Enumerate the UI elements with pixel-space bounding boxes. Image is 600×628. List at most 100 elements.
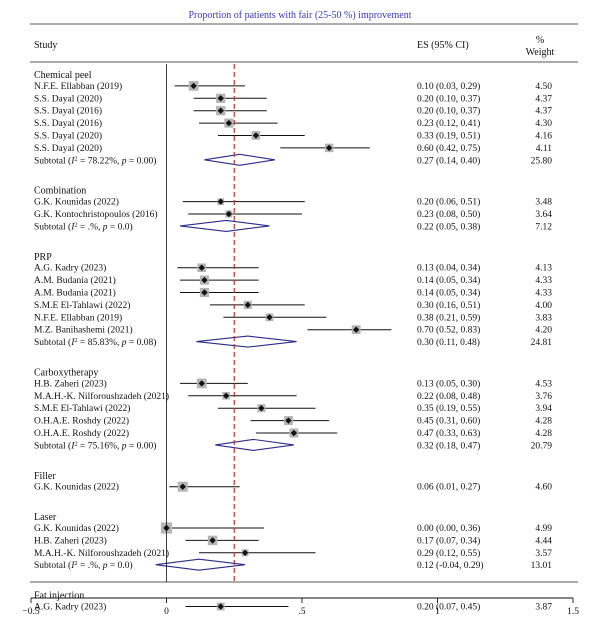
weight-text: 4.00 xyxy=(535,301,552,311)
study-label: G.K. Kounidas (2022) xyxy=(34,482,119,493)
point-estimate-marker xyxy=(217,198,224,205)
x-tick-label: −0.5 xyxy=(22,607,39,617)
study-label: A.M. Budania (2021) xyxy=(34,288,116,299)
weight-text: 3.76 xyxy=(535,392,552,402)
weight-text: 4.37 xyxy=(535,107,552,117)
weight-text: 4.30 xyxy=(535,119,552,129)
header-es: ES (95% CI) xyxy=(417,40,469,51)
subtotal-effect-text: 0.27 (0.14, 0.40) xyxy=(417,155,480,166)
effect-size-text: 0.17 (0.07, 0.34) xyxy=(417,535,480,546)
study-label: S.S. Dayal (2020) xyxy=(34,143,102,154)
effect-size-text: 0.35 (0.19, 0.55) xyxy=(417,403,480,414)
point-estimate-marker xyxy=(217,95,224,102)
effect-size-text: 0.70 (0.52, 0.83) xyxy=(417,325,480,336)
header-weight-pct: % xyxy=(536,35,544,46)
point-estimate-marker xyxy=(225,210,233,218)
point-estimate-marker xyxy=(325,144,333,152)
point-estimate-marker xyxy=(353,326,360,333)
effect-size-text: 0.29 (0.12, 0.55) xyxy=(417,548,480,559)
header-weight: Weight xyxy=(526,47,555,58)
x-axis: −0.5 0 .5 1 1.5 xyxy=(22,597,579,617)
effect-size-text: 0.23 (0.08, 0.50) xyxy=(417,209,480,220)
subgroup-label: Laser xyxy=(34,512,57,523)
x-tick-label: 1 xyxy=(435,607,440,617)
subgroup-label: Fat injection xyxy=(34,591,84,602)
subtotal-weight-text: 13.01 xyxy=(531,561,553,571)
effect-size-text: 0.14 (0.05, 0.34) xyxy=(417,288,480,299)
point-estimate-marker xyxy=(201,276,208,284)
weight-text: 3.83 xyxy=(535,313,552,323)
point-estimate-marker xyxy=(244,301,251,309)
subtotal-label: Subtotal (I2 = 78.22%, p = 0.00) xyxy=(34,155,156,167)
subtotal-effect-text: 0.32 (0.18, 0.47) xyxy=(417,440,480,451)
effect-size-text: 0.23 (0.12, 0.41) xyxy=(417,118,480,129)
point-estimate-marker xyxy=(222,392,230,399)
point-estimate-marker xyxy=(217,603,224,610)
effect-size-text: 0.00 (0.00, 0.36) xyxy=(417,523,480,534)
subtotal-label: Subtotal (I2 = .%, p = 0.0) xyxy=(34,221,133,233)
subtotal-effect-text: 0.22 (0.05, 0.38) xyxy=(417,221,480,232)
study-label: H.B. Zaheri (2023) xyxy=(34,535,107,546)
x-tick-label: 1.5 xyxy=(567,607,579,617)
point-estimate-marker xyxy=(190,82,197,90)
effect-size-text: 0.38 (0.21, 0.59) xyxy=(417,312,480,323)
study-label: A.M. Budania (2021) xyxy=(34,275,116,286)
subtotal-diamond xyxy=(215,438,294,451)
subgroup-label: PRP xyxy=(34,252,52,263)
effect-size-text: 0.20 (0.07, 0.45) xyxy=(417,602,480,613)
effect-size-text: 0.47 (0.33, 0.63) xyxy=(417,428,480,439)
weight-text: 4.28 xyxy=(535,429,552,439)
weight-text: 3.94 xyxy=(535,404,552,414)
study-label: G.K. Kounidas (2022) xyxy=(34,197,119,208)
study-label: O.H.A.E. Roshdy (2022) xyxy=(34,428,129,439)
weight-text: 3.48 xyxy=(535,198,552,208)
effect-size-text: 0.45 (0.31, 0.60) xyxy=(417,416,480,427)
study-label: S.S. Dayal (2016) xyxy=(34,118,102,129)
study-label: S.M.E El-Tahlawi (2022) xyxy=(34,300,130,311)
study-label: M.A.H.-K. Nilforoushzadeh (2021) xyxy=(34,391,169,402)
weight-text: 4.37 xyxy=(535,94,552,104)
study-label: S.S. Dayal (2016) xyxy=(34,106,102,117)
point-estimate-marker xyxy=(198,380,205,387)
effect-size-text: 0.13 (0.04, 0.34) xyxy=(417,263,480,274)
subgroup-label: Combination xyxy=(34,186,86,197)
weight-text: 3.64 xyxy=(535,210,552,220)
weight-text: 4.13 xyxy=(535,264,552,274)
subgroup-label: Carboxytherapy xyxy=(34,368,98,379)
subtotal-weight-text: 25.80 xyxy=(531,156,553,166)
effect-size-text: 0.13 (0.05, 0.30) xyxy=(417,378,480,389)
header-study: Study xyxy=(34,40,57,51)
subtotal-diamond xyxy=(155,558,246,571)
effect-size-text: 0.10 (0.03, 0.29) xyxy=(417,81,480,92)
subtotal-effect-text: 0.12 (-0.04, 0.29) xyxy=(417,560,484,571)
subtotal-weight-text: 7.12 xyxy=(535,222,552,232)
study-label: A.G. Kadry (2023) xyxy=(34,263,106,274)
point-estimate-marker xyxy=(225,119,233,127)
study-label: G.K. Kontochristopoulos (2016) xyxy=(34,209,158,220)
subtotal-effect-text: 0.30 (0.11, 0.48) xyxy=(417,337,480,348)
weight-text: 3.57 xyxy=(535,549,552,559)
subgroup-label: Filler xyxy=(34,471,56,482)
study-label: H.B. Zaheri (2023) xyxy=(34,378,107,389)
weight-text: 4.28 xyxy=(535,417,552,427)
effect-size-text: 0.33 (0.19, 0.51) xyxy=(417,131,480,142)
weight-text: 4.99 xyxy=(535,524,552,534)
effect-size-text: 0.60 (0.42, 0.75) xyxy=(417,143,480,154)
weight-text: 4.50 xyxy=(535,82,552,92)
subgroup-label: Chemical peel xyxy=(34,70,92,81)
effect-size-text: 0.14 (0.05, 0.34) xyxy=(417,275,480,286)
point-estimate-marker xyxy=(209,537,216,544)
weight-text: 4.33 xyxy=(535,289,552,299)
point-estimate-marker xyxy=(258,405,265,412)
study-label: M.A.H.-K. Nilforoushzadeh (2021) xyxy=(34,548,169,559)
point-estimate-marker xyxy=(241,549,249,556)
point-estimate-marker xyxy=(201,289,208,296)
effect-size-text: 0.30 (0.16, 0.51) xyxy=(417,300,480,311)
study-label: A.G. Kadry (2023) xyxy=(34,602,106,613)
study-label: G.K. Kounidas (2022) xyxy=(34,523,119,534)
study-label: S.S. Dayal (2020) xyxy=(34,93,102,104)
x-tick-label: .5 xyxy=(298,607,305,617)
effect-size-text: 0.06 (0.01, 0.27) xyxy=(417,482,480,493)
